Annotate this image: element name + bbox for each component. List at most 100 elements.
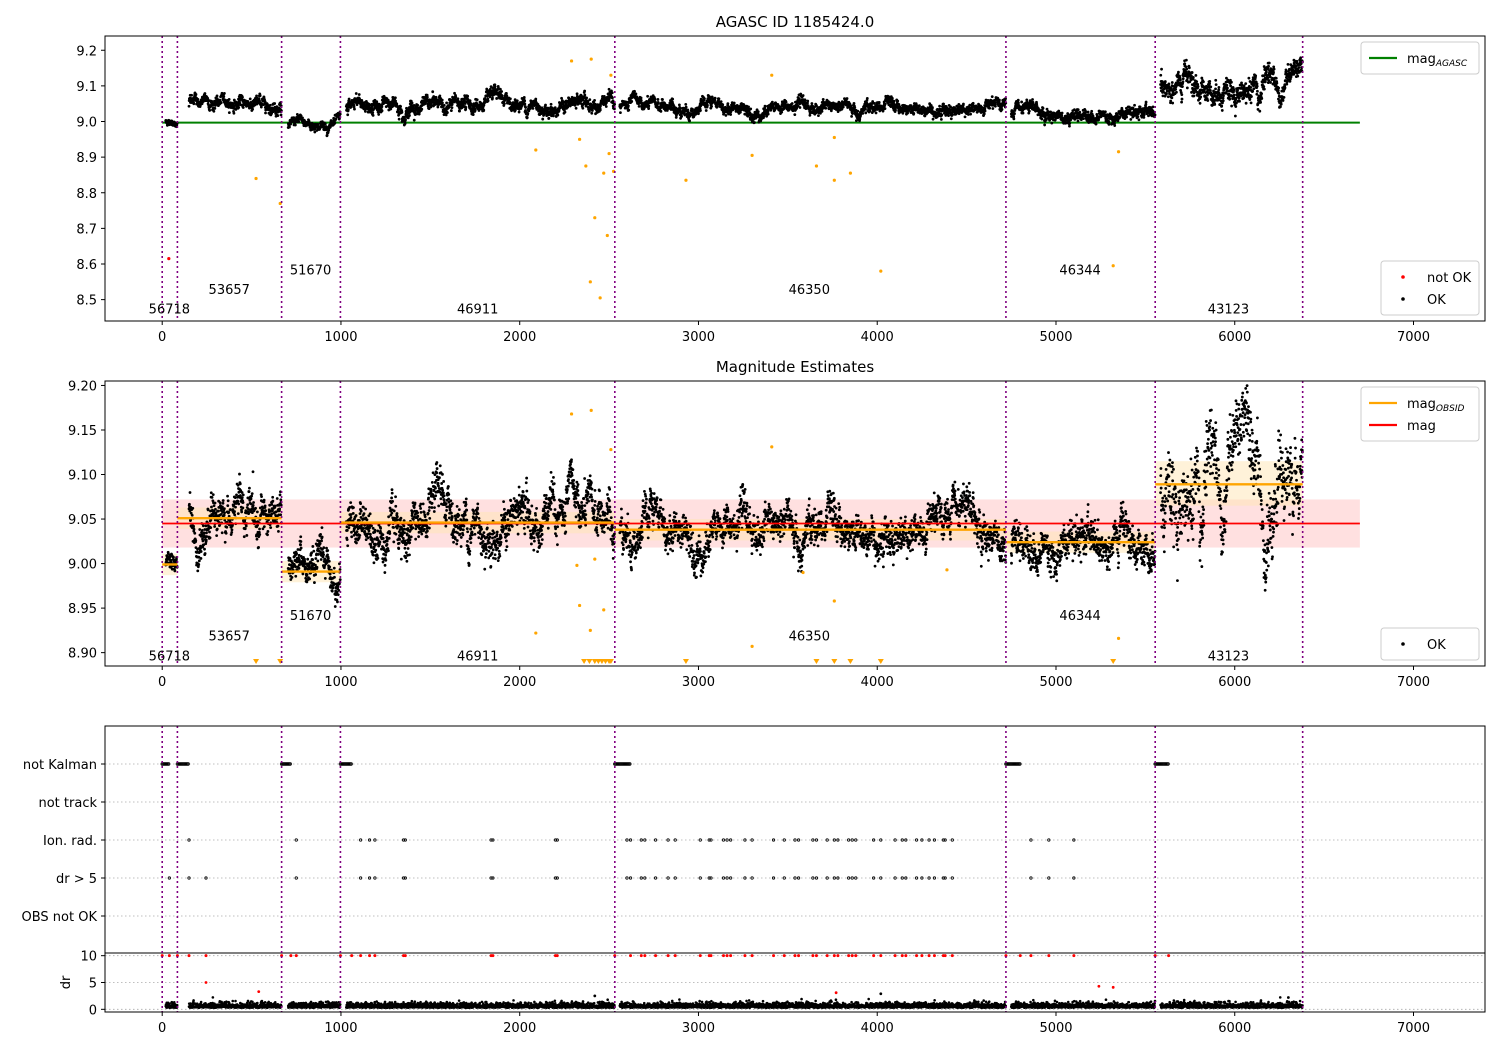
data-point-ok — [1097, 118, 1101, 122]
data-point-ok — [890, 96, 894, 100]
data-point-ok — [990, 95, 994, 99]
data-point-ok — [438, 94, 442, 98]
data-point-ok — [504, 91, 508, 95]
data-point-ok — [203, 92, 207, 95]
data-point-ok — [688, 119, 691, 123]
data-point-ok — [883, 102, 887, 106]
data-point-ok — [585, 96, 589, 100]
data-point-ok — [549, 102, 553, 106]
data-point-ok — [1082, 117, 1085, 121]
data-point-ok — [1041, 106, 1045, 110]
data-point-ok — [691, 107, 694, 111]
data-point-ok — [1170, 96, 1174, 100]
data-point-ok — [313, 130, 317, 134]
data-point-ok — [468, 99, 472, 103]
data-point-ok — [581, 98, 585, 102]
data-point-ok — [248, 97, 252, 101]
data-point-ok — [1021, 111, 1025, 115]
data-point-ok — [810, 102, 814, 105]
data-point-ok — [412, 104, 416, 107]
data-point-ok — [971, 101, 975, 105]
data-point-ok — [458, 109, 461, 113]
data-point-ok — [1133, 103, 1136, 107]
data-point-ok — [684, 102, 688, 106]
data-point-ok — [619, 111, 622, 115]
data-point-ok — [939, 117, 943, 121]
data-point-ok — [453, 91, 456, 95]
data-point-ok — [251, 107, 255, 111]
data-point-ok — [568, 104, 572, 108]
data-point-ok — [327, 128, 331, 132]
data-point-ok — [1031, 98, 1034, 101]
data-point-ok — [1000, 108, 1004, 111]
data-point-ok — [380, 105, 384, 109]
data-point-ok — [607, 87, 611, 91]
data-point-ok — [258, 94, 262, 97]
data-point-ok — [375, 100, 379, 104]
data-point-ok — [227, 111, 231, 115]
data-point-ok — [982, 112, 986, 116]
data-point-ok — [949, 117, 953, 121]
data-point-ok — [328, 125, 332, 129]
data-point-ok — [780, 110, 784, 114]
data-point-ok — [464, 105, 468, 109]
data-point-ok — [931, 106, 934, 109]
data-point-ok — [950, 113, 954, 117]
data-point-ok — [656, 100, 660, 104]
data-point-ok — [1195, 80, 1199, 84]
data-point-ok — [444, 113, 448, 117]
data-point-ok — [684, 105, 688, 109]
data-point-ok — [482, 103, 486, 107]
data-point-ok — [726, 102, 730, 105]
data-point-ok — [1171, 101, 1175, 105]
data-point-ok — [892, 99, 896, 103]
data-point-ok — [646, 94, 650, 98]
data-point-ok — [400, 110, 404, 114]
data-point-ok — [523, 99, 527, 103]
data-point-ok — [389, 107, 393, 111]
data-point-ok — [598, 108, 602, 112]
data-point-ok — [1107, 119, 1111, 123]
data-point-ok — [393, 96, 397, 100]
data-point-ok — [1025, 98, 1029, 102]
data-point-ok — [931, 117, 935, 121]
data-point-ok — [333, 121, 337, 125]
data-point-ok — [420, 107, 424, 111]
data-point-ok — [947, 114, 950, 118]
data-point-ok — [856, 109, 860, 113]
data-point-ok — [297, 120, 301, 124]
data-point-ok — [399, 105, 402, 109]
data-point-ok — [877, 100, 881, 104]
data-point-ok — [471, 113, 475, 117]
data-point-ok — [360, 98, 364, 102]
data-point-ok — [1017, 101, 1020, 105]
data-point-ok — [354, 92, 358, 95]
data-point-ok — [187, 104, 191, 108]
data-point-ok — [219, 101, 223, 105]
data-point-ok — [441, 101, 444, 105]
data-point-ok — [416, 103, 420, 107]
data-point-ok — [1094, 122, 1098, 126]
data-point-ok — [1084, 110, 1088, 114]
data-point-ok — [273, 102, 277, 105]
data-point-ok — [1016, 98, 1020, 102]
data-point-ok — [531, 106, 535, 110]
data-point-ok — [213, 106, 217, 110]
data-point-ok — [403, 122, 407, 126]
data-point-ok — [517, 110, 521, 114]
data-point-ok — [1180, 100, 1183, 104]
data-point-ok — [653, 97, 657, 101]
data-point-ok — [1013, 112, 1016, 115]
data-point-ok — [938, 104, 941, 108]
data-point-ok — [544, 103, 547, 107]
data-point-ok — [495, 97, 499, 100]
data-point-ok — [906, 111, 910, 115]
data-point-ok — [1136, 115, 1140, 119]
data-point-ok — [988, 106, 992, 110]
data-point-ok — [546, 106, 550, 110]
data-point-ok — [706, 104, 709, 108]
data-point-ok — [994, 104, 997, 108]
data-point-ok — [255, 94, 258, 98]
data-point-ok — [394, 99, 397, 103]
